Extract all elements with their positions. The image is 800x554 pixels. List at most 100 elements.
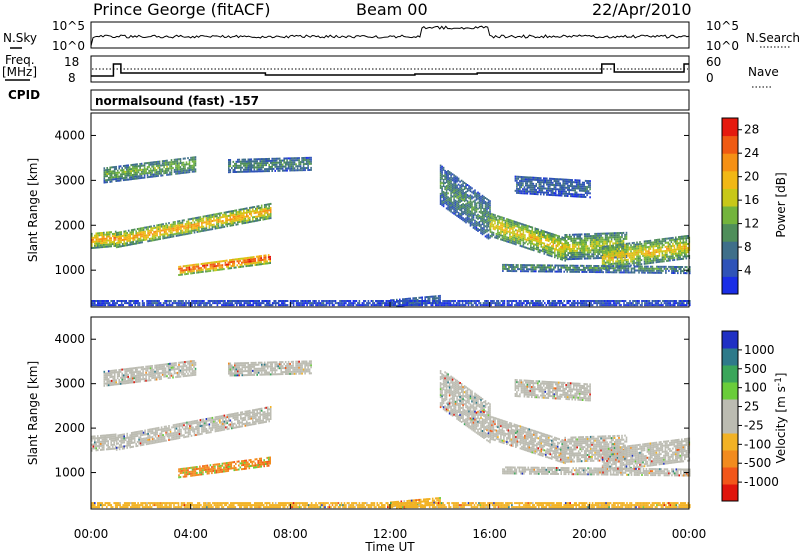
range-gate-cell [570, 252, 572, 254]
range-gate-cell [205, 221, 208, 224]
range-gate-cell [237, 166, 239, 169]
range-gate-cell [521, 225, 523, 228]
range-gate-cell [202, 217, 205, 220]
range-gate-cell [221, 260, 224, 263]
range-gate-cell [136, 163, 138, 166]
range-gate-cell [165, 228, 167, 231]
range-gate-cell [643, 254, 646, 257]
range-gate-cell [109, 170, 111, 173]
range-gate-cell [581, 193, 584, 196]
range-gate-cell [559, 248, 562, 250]
range-gate-cell [591, 249, 593, 252]
range-gate-cell [131, 169, 134, 172]
range-gate-cell [262, 158, 264, 161]
range-gate-cell [536, 240, 538, 243]
range-gate-cell [600, 265, 603, 268]
range-gate-cell [474, 191, 476, 194]
range-gate-cell [475, 198, 478, 201]
range-gate-cell [439, 203, 442, 205]
range-gate-cell [648, 252, 650, 255]
range-gate-cell [275, 163, 278, 166]
range-gate-cell [562, 186, 564, 189]
range-gate-cell [543, 193, 545, 196]
range-gate-cell [636, 261, 638, 264]
range-gate-cell [454, 213, 457, 216]
range-gate-cell [101, 242, 104, 245]
range-gate-cell [263, 206, 266, 209]
range-gate-cell [165, 232, 167, 235]
range-gate-cell [150, 237, 152, 240]
range-gate-cell [468, 197, 470, 200]
range-gate-cell [170, 169, 173, 172]
range-gate-cell [241, 263, 243, 266]
range-gate-cell [524, 266, 527, 269]
range-gate-cell [525, 230, 528, 233]
range-gate-cell [663, 265, 666, 268]
range-gate-cell [563, 194, 566, 197]
range-gate-cell [185, 264, 188, 267]
range-gate-cell [168, 226, 170, 229]
range-gate-cell [433, 295, 435, 298]
range-gate-cell [489, 200, 491, 203]
range-gate-cell [247, 211, 250, 214]
range-gate-cell [625, 233, 628, 236]
range-gate-cell [594, 269, 597, 271]
range-gate-cell [538, 264, 540, 267]
range-gate-cell [591, 239, 593, 242]
range-gate-cell [512, 240, 514, 243]
range-gate-cell [160, 233, 163, 236]
range-gate-cell [113, 245, 115, 247]
range-gate-cell [523, 190, 526, 193]
range-gate-cell [277, 169, 279, 172]
range-gate-cell [261, 258, 264, 261]
range-gate-cell [240, 168, 242, 171]
range-gate-cell [195, 302, 198, 305]
range-gate-cell [257, 168, 260, 171]
range-gate-cell [453, 192, 455, 195]
range-gate-cell [607, 255, 610, 258]
range-gate-cell [573, 268, 576, 271]
range-gate-cell [192, 229, 194, 232]
range-gate-cell [138, 237, 140, 240]
range-gate-cell [116, 177, 119, 180]
range-gate-cell [518, 242, 520, 245]
range-gate-cell [265, 160, 267, 162]
range-gate-cell [517, 188, 520, 190]
range-gate-cell [114, 242, 117, 245]
range-gate-cell [669, 267, 672, 270]
range-gate-cell [269, 217, 272, 220]
range-gate-cell [530, 266, 533, 269]
range-gate-cell [243, 168, 245, 171]
range-gate-cell [251, 260, 254, 263]
range-gate-cell [236, 264, 239, 267]
range-gate-cell [477, 207, 479, 210]
range-gate-cell [577, 185, 579, 188]
range-gate-cell [540, 245, 543, 248]
range-gate-cell [622, 245, 625, 248]
range-gate-cell [94, 246, 96, 249]
range-gate-cell [520, 190, 523, 193]
range-gate-cell [621, 263, 623, 266]
range-gate-cell [244, 164, 247, 167]
range-gate-cell [114, 244, 117, 247]
range-gate-cell [580, 247, 583, 250]
range-gate-cell [597, 255, 599, 258]
range-gate-cell [127, 170, 129, 173]
range-gate-cell [515, 223, 517, 226]
range-gate-cell [173, 168, 176, 171]
range-gate-cell [235, 217, 238, 220]
range-gate-cell [106, 175, 108, 178]
range-gate-cell [166, 159, 168, 162]
range-gate-cell [639, 259, 641, 262]
range-gate-cell [604, 253, 607, 256]
range-gate-cell [463, 192, 466, 194]
range-gate-cell [101, 244, 104, 247]
range-gate-cell [183, 304, 186, 307]
range-gate-cell [643, 242, 646, 245]
range-gate-cell [514, 270, 516, 273]
range-gate-cell [136, 228, 139, 230]
range-gate-cell [302, 169, 305, 172]
range-gate-cell [156, 232, 158, 235]
range-gate-cell [571, 183, 573, 186]
range-gate-cell [221, 266, 224, 269]
